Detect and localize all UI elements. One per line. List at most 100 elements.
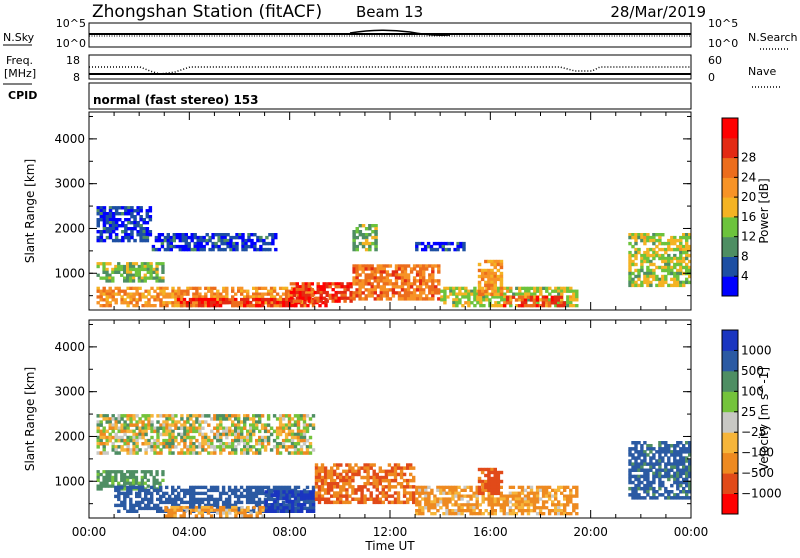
data-cell	[673, 471, 677, 476]
data-cell	[278, 442, 283, 446]
data-cell	[496, 482, 501, 487]
data-cell	[490, 259, 494, 264]
data-cell	[139, 215, 143, 219]
data-cell	[469, 509, 473, 513]
data-cell	[358, 288, 362, 292]
data-cell	[213, 414, 217, 418]
data-cell	[557, 503, 561, 507]
data-cell	[688, 453, 692, 457]
data-cell	[240, 432, 244, 437]
data-cell	[279, 503, 283, 507]
data-cell	[128, 262, 133, 266]
data-cell	[445, 503, 449, 507]
data-cell	[153, 298, 157, 302]
data-cell	[105, 292, 109, 296]
data-cell	[429, 244, 434, 249]
data-cell	[643, 486, 647, 491]
data-cell	[99, 435, 103, 440]
data-cell	[132, 292, 136, 296]
data-cell	[108, 279, 112, 283]
data-cell	[117, 262, 121, 266]
data-cell	[649, 444, 653, 448]
data-cell	[330, 475, 334, 480]
data-cell	[226, 241, 230, 246]
data-cell	[390, 485, 395, 489]
data-cell	[203, 505, 208, 510]
data-cell	[281, 485, 286, 490]
data-cell	[128, 475, 133, 480]
data-cell	[227, 503, 232, 508]
data-cell	[679, 453, 683, 457]
data-cell	[198, 414, 202, 418]
data-cell	[508, 506, 513, 510]
data-cell	[220, 247, 224, 252]
data-cell	[649, 235, 653, 240]
data-cell	[263, 426, 268, 430]
data-cell	[331, 288, 335, 292]
data-cell	[390, 500, 395, 505]
data-cell	[99, 414, 103, 418]
data-cell	[487, 479, 491, 484]
data-cell	[323, 482, 328, 486]
data-cell	[225, 432, 229, 437]
data-cell	[134, 475, 139, 480]
data-cell	[195, 292, 199, 296]
data-cell	[316, 299, 320, 303]
data-cell	[246, 505, 250, 510]
data-cell	[241, 233, 245, 237]
data-cell	[355, 264, 359, 268]
data-cell	[266, 494, 271, 499]
data-cell	[352, 241, 356, 246]
data-cell	[490, 283, 494, 288]
data-cell	[227, 500, 232, 505]
data-cell	[135, 509, 139, 513]
data-cell	[120, 298, 124, 302]
data-cell	[433, 512, 437, 516]
data-cell	[130, 230, 134, 234]
data-cell	[563, 289, 567, 293]
data-cell	[682, 496, 686, 500]
data-cell	[487, 491, 491, 495]
data-cell	[204, 292, 208, 296]
data-cell	[201, 426, 205, 430]
data-cell	[480, 482, 485, 487]
data-cell	[219, 445, 223, 449]
data-cell	[460, 488, 464, 492]
data-cell	[339, 488, 343, 492]
data-cell	[448, 509, 452, 513]
data-region	[164, 505, 265, 518]
noise-tick-bottom-left: 10^0	[56, 37, 86, 50]
data-cell	[409, 497, 413, 501]
data-cell	[219, 514, 223, 518]
data-cell	[96, 286, 100, 290]
data-cell	[265, 247, 269, 252]
data-cell	[445, 500, 449, 504]
data-cell	[223, 247, 227, 252]
data-cell	[255, 286, 259, 290]
data-cell	[375, 482, 379, 486]
data-cell	[153, 448, 157, 452]
data-cell	[152, 267, 156, 272]
data-cell	[212, 488, 217, 493]
data-cell	[384, 475, 389, 480]
data-cell	[247, 238, 251, 243]
data-cell	[406, 273, 411, 277]
data-cell	[554, 503, 558, 507]
data-cell	[108, 295, 112, 299]
colorbar-segment	[722, 391, 738, 413]
data-cell	[484, 488, 488, 492]
data-cell	[358, 264, 362, 268]
data-cell	[282, 509, 286, 513]
data-cell	[673, 456, 677, 460]
data-cell	[517, 491, 522, 495]
data-cell	[480, 292, 485, 297]
data-cell	[240, 505, 244, 510]
data-cell	[393, 472, 398, 477]
data-cell	[99, 432, 103, 437]
data-cell	[336, 491, 340, 495]
data-cell	[139, 235, 143, 240]
data-cell	[139, 227, 143, 231]
data-cell	[166, 238, 170, 243]
data-cell	[231, 289, 235, 293]
data-cell	[178, 238, 182, 243]
